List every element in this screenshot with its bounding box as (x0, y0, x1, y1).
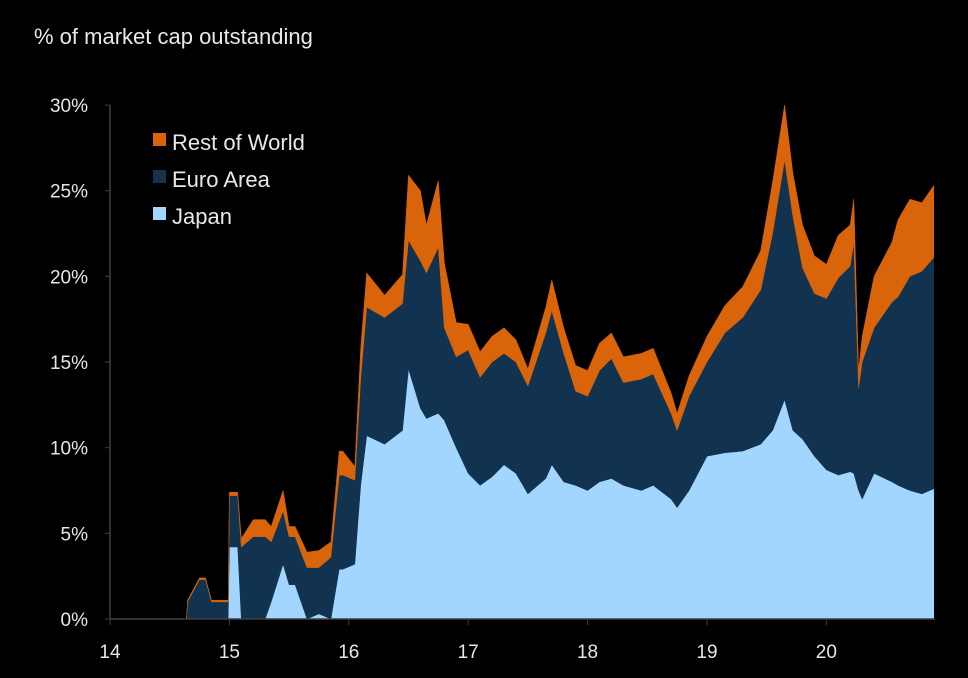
y-tick-label: 10% (50, 439, 88, 460)
legend-label: Japan (172, 204, 232, 229)
x-tick-label: 17 (458, 642, 479, 663)
y-tick-label: 15% (50, 353, 88, 374)
chart-title: % of market cap outstanding (34, 24, 313, 49)
x-tick-label: 15 (219, 642, 240, 663)
y-tick-label: 0% (61, 610, 89, 631)
x-tick-label: 14 (99, 642, 121, 663)
areas (186, 104, 935, 620)
y-tick-label: 5% (61, 524, 89, 545)
legend-label: Rest of World (172, 130, 305, 155)
legend-swatch (153, 170, 166, 183)
area-rest-of-world (186, 104, 935, 620)
legend-label: Euro Area (172, 167, 271, 192)
y-tick-label: 25% (50, 182, 88, 203)
axes: 0% 5% 10% 15% 20% 25% 30% 14 15 16 17 18 19 20 (50, 96, 935, 663)
x-tick-label: 16 (338, 642, 359, 663)
x-tick-label: 19 (696, 642, 717, 663)
y-tick-label: 20% (50, 267, 88, 288)
legend-swatch (153, 207, 166, 220)
y-tick-label: 30% (50, 96, 88, 117)
x-tick-label: 20 (816, 642, 837, 663)
legend-swatch (153, 133, 166, 146)
x-tick-label: 18 (577, 642, 598, 663)
legend: Rest of World Euro Area Japan (153, 130, 305, 229)
